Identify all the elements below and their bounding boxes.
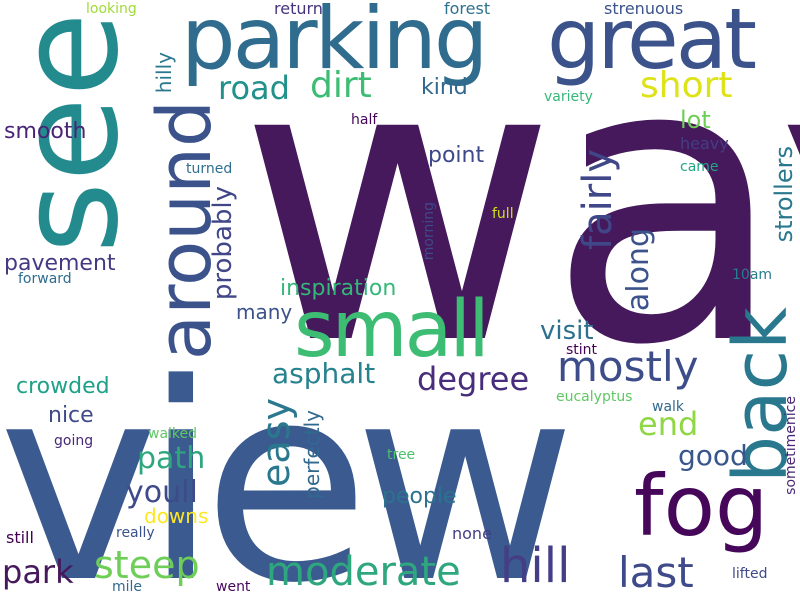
word-10am: 10am [732,267,773,283]
word-along: along [621,228,656,312]
word-point: point [428,143,485,168]
word-youll: youll [126,475,198,510]
word-last: last [618,548,694,597]
word-end: end [638,405,699,443]
word-downs: downs [144,504,209,528]
word-forward: forward [18,271,72,287]
word-pavement: pavement [4,251,116,276]
word-looking: looking [86,1,137,17]
word-morning: morning [421,202,437,261]
word-way: way [238,0,800,430]
word-dirt: dirt [310,65,372,106]
word-none: none [452,524,492,543]
word-nice: nice [48,403,94,428]
word-walked: walked [148,426,198,442]
word-degree: degree [417,360,530,398]
word-easy: easy [254,398,298,487]
word-visit: visit [540,316,594,346]
word-strenuous: strenuous [604,0,684,18]
word-moderate: moderate [266,549,461,595]
word-good: good [678,439,748,472]
word-hilly: hilly [152,52,176,94]
word-really: really [116,525,155,541]
word-many: many [236,300,293,324]
word-return: return [274,0,323,18]
word-small: small [294,285,490,375]
word-strollers: strollers [770,146,798,243]
word-mile: mile [112,579,143,595]
word-half: half [351,112,378,128]
word-path: path [137,441,206,476]
word-great: great [547,0,757,88]
word-parking: parking [181,0,488,89]
word-short: short [640,65,733,106]
word-went: went [216,579,251,595]
word-perfectly: perfectly [300,410,324,499]
word-tree: tree [387,447,416,463]
word-came: came [680,159,719,175]
word-full: full [492,206,514,222]
word-people: people [382,484,457,509]
word-fairly: fairly [575,149,621,250]
word-eucalyptus: eucalyptus [556,389,633,405]
word-view: view [0,327,576,600]
word-lifted: lifted [732,566,768,582]
word-going: going [54,433,94,449]
word-variety: variety [544,89,593,105]
word-road: road [218,69,290,107]
word-hill: hill [500,538,571,594]
word-forest: forest [444,0,491,18]
word-fog: fog [634,457,769,555]
word-stint: stint [566,342,598,358]
word-sometimenice: sometimenice [783,396,799,495]
word-park: park [2,553,74,591]
word-lot: lot [680,106,711,134]
word-heavy: heavy [680,134,729,153]
word-turned: turned [186,161,233,177]
word-inspiration: inspiration [280,276,397,301]
word-still: still [6,528,34,547]
word-kind: kind [421,75,468,100]
word-asphalt: asphalt [272,357,376,390]
word-crowded: crowded [16,374,110,399]
word-mostly: mostly [557,342,699,391]
word-probably: probably [208,186,238,301]
word-smooth: smooth [4,119,87,144]
word-steep: steep [94,543,200,587]
word-walk: walk [652,399,685,415]
